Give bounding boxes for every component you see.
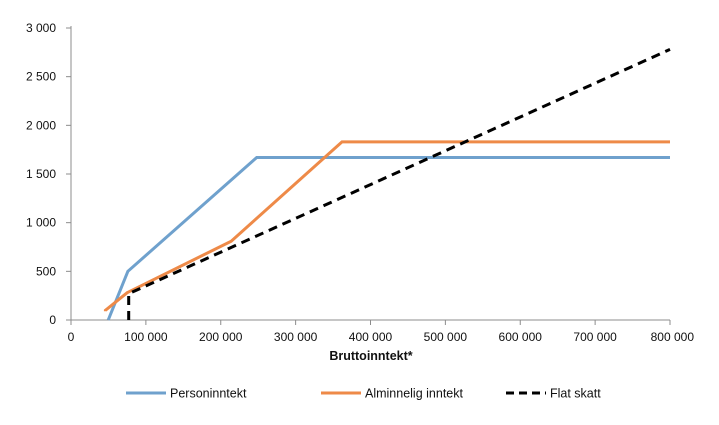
y-tick-label: 2 500 xyxy=(26,70,56,84)
x-tick-label: 300 000 xyxy=(274,330,318,344)
x-tick-label: 800 000 xyxy=(651,330,695,344)
series-line-alminnelig-inntekt xyxy=(103,140,670,312)
y-tick-label: 0 xyxy=(49,313,56,327)
legend-label: Alminnelig inntekt xyxy=(365,387,463,401)
x-axis: 0 100 000 200 000 300 000 400 000 500 000 600 … xyxy=(68,319,695,344)
x-tick-label: 0 xyxy=(68,330,75,344)
y-tick-label: 500 xyxy=(36,264,56,278)
x-axis-title: Bruttoinntekt* xyxy=(329,349,412,363)
x-tick-label: 700 000 xyxy=(573,330,617,344)
y-tick-label: 2 000 xyxy=(26,118,56,132)
series-line-personinntekt xyxy=(106,156,670,321)
x-tick-label: 500 000 xyxy=(424,330,468,344)
legend-label: Flat skatt xyxy=(550,387,601,401)
legend: Personinntekt Alminnelig inntekt Flat skat… xyxy=(126,387,601,401)
y-axis: 0 500 1 000 1 500 2 000 2 500 3 000 xyxy=(26,21,72,327)
y-tick-label: 1 500 xyxy=(26,167,56,181)
x-tick-label: 100 000 xyxy=(124,330,168,344)
legend-label: Personinntekt xyxy=(170,387,247,401)
y-tick-label: 1 000 xyxy=(26,216,56,230)
series-lines xyxy=(103,48,671,321)
series-line-flat-skatt xyxy=(127,48,671,320)
x-tick-label: 600 000 xyxy=(499,330,543,344)
x-tick-label: 200 000 xyxy=(199,330,243,344)
x-tick-label: 400 000 xyxy=(349,330,393,344)
y-tick-label: 3 000 xyxy=(26,21,56,35)
